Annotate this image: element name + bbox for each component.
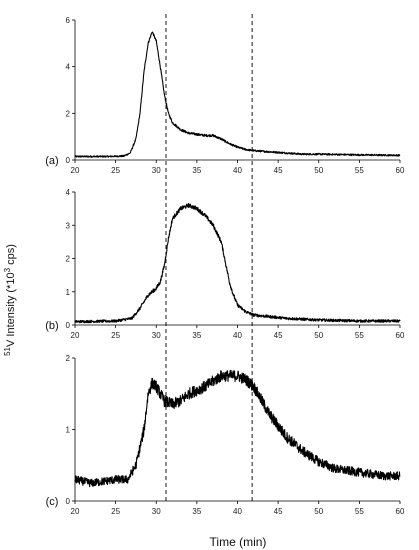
y-tick: 4: [66, 188, 75, 197]
x-tick: 50: [314, 501, 324, 516]
y-tick: 4: [66, 63, 75, 72]
x-tick-label: 35: [192, 507, 201, 516]
y-axis-title-isotope: 51: [3, 346, 12, 355]
x-tick: 40: [233, 325, 242, 340]
y-tick-label: 2: [66, 109, 71, 118]
y-axis-title-suffix: cps): [5, 244, 17, 268]
x-tick: 30: [152, 501, 161, 516]
x-tick: 30: [152, 160, 161, 175]
x-tick: 60: [396, 501, 405, 516]
x-tick: 55: [355, 160, 364, 175]
x-tick-label: 25: [111, 507, 120, 516]
y-axis-title-main: V Intensity (*10: [5, 272, 17, 347]
x-tick-label: 50: [314, 507, 323, 516]
y-tick-label: 2: [66, 354, 71, 363]
x-tick: 45: [274, 501, 283, 516]
x-tick-label: 40: [233, 331, 242, 340]
x-tick-label: 40: [233, 166, 242, 175]
x-tick-label: 55: [355, 166, 364, 175]
x-tick-label: 55: [355, 331, 364, 340]
y-tick: 2: [66, 354, 75, 363]
y-tick-label: 1: [66, 426, 71, 435]
reference-lines: [165, 14, 253, 501]
x-tick: 40: [233, 160, 242, 175]
x-tick-label: 30: [152, 166, 161, 175]
x-tick: 35: [192, 160, 202, 175]
x-tick: 50: [314, 325, 324, 340]
y-axis-title-exponent: 3: [3, 267, 12, 272]
y-tick: 0: [66, 497, 75, 506]
x-tick-label: 50: [314, 166, 323, 175]
x-tick-label: 45: [274, 166, 283, 175]
x-tick: 45: [274, 325, 283, 340]
x-tick: 60: [396, 160, 405, 175]
panel-label: (c): [46, 496, 59, 508]
x-tick: 35: [192, 501, 202, 516]
x-tick-label: 35: [192, 331, 201, 340]
x-tick-label: 45: [274, 507, 283, 516]
y-tick: 0: [66, 156, 75, 165]
y-tick-label: 0: [66, 156, 71, 165]
x-tick: 55: [355, 501, 364, 516]
x-tick: 25: [111, 325, 121, 340]
x-tick-label: 25: [111, 166, 120, 175]
x-tick-label: 20: [71, 166, 80, 175]
y-tick-label: 3: [66, 221, 71, 230]
y-tick-label: 0: [66, 497, 71, 506]
y-tick-label: 4: [66, 63, 71, 72]
x-tick: 20: [71, 501, 80, 516]
y-tick: 1: [66, 426, 75, 435]
y-tick: 0: [66, 321, 75, 330]
y-tick-label: 6: [66, 16, 71, 25]
y-tick-label: 2: [66, 255, 71, 264]
y-tick: 3: [66, 221, 75, 230]
x-tick: 30: [152, 325, 161, 340]
x-tick-label: 20: [71, 507, 80, 516]
panel-1: 0 1 2 3 4 20 25 30 35 40 45 50 55 60 (b): [45, 188, 405, 340]
x-tick: 25: [111, 501, 121, 516]
x-tick-label: 30: [152, 331, 161, 340]
x-tick-label: 45: [274, 331, 283, 340]
series-line-0: [74, 31, 401, 158]
panel-label: (b): [45, 320, 58, 332]
y-axis-title: 51V Intensity (*103 cps): [3, 244, 17, 356]
x-tick: 25: [111, 160, 121, 175]
x-tick: 60: [396, 325, 405, 340]
panel-label: (a): [45, 155, 58, 167]
x-tick-label: 60: [396, 507, 405, 516]
y-tick-label: 4: [66, 188, 71, 197]
x-tick-label: 35: [192, 166, 201, 175]
x-tick-label: 20: [71, 331, 80, 340]
x-axis-title: Time (min): [210, 535, 267, 549]
x-tick-label: 50: [314, 331, 323, 340]
y-tick: 2: [66, 255, 75, 264]
x-tick: 45: [274, 160, 283, 175]
y-tick: 1: [66, 288, 75, 297]
x-tick: 20: [71, 160, 80, 175]
series-line-0: [74, 203, 401, 324]
x-tick: 35: [192, 325, 202, 340]
y-tick: 2: [66, 109, 75, 118]
y-tick: 6: [66, 16, 75, 25]
panel-0: 0 2 4 6 20 25 30 35 40 45 50 55 60 (a): [45, 16, 405, 175]
x-tick-label: 30: [152, 507, 161, 516]
x-tick-label: 55: [355, 507, 364, 516]
y-tick-label: 1: [66, 288, 71, 297]
panel-2: 0 1 2 20 25 30 35 40 45 50 55 60 (c): [46, 354, 405, 516]
series-line-0: [74, 369, 401, 488]
x-tick: 20: [71, 325, 80, 340]
x-tick-label: 40: [233, 507, 242, 516]
x-tick-label: 60: [396, 166, 405, 175]
y-tick-label: 0: [66, 321, 71, 330]
x-tick-label: 60: [396, 331, 405, 340]
x-tick-label: 25: [111, 331, 120, 340]
x-tick: 50: [314, 160, 324, 175]
x-tick: 55: [355, 325, 364, 340]
x-tick: 40: [233, 501, 242, 516]
